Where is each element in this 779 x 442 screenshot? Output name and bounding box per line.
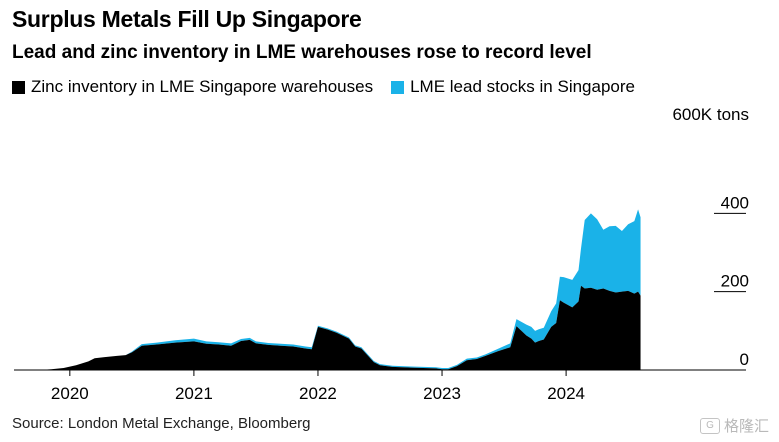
gelonghui-logo-icon: G [699, 417, 720, 434]
watermark: G 格隆汇 [699, 415, 769, 436]
area-series-group [14, 209, 641, 370]
x-tick-label-2022: 2022 [299, 384, 337, 403]
legend: Zinc inventory in LME Singapore warehous… [12, 77, 653, 97]
series-area-zinc [14, 285, 641, 370]
legend-item-lead: LME lead stocks in Singapore [391, 77, 635, 97]
x-tick-label-2020: 2020 [51, 384, 89, 403]
x-tick-label-2023: 2023 [423, 384, 461, 403]
legend-label-zinc: Zinc inventory in LME Singapore warehous… [31, 77, 374, 96]
y-tick-label-0: 0 [740, 350, 749, 369]
x-tick-marks: 2020 2021 2022 2023 2024 [51, 370, 585, 403]
source-note: Source: London Metal Exchange, Bloomberg [12, 415, 311, 432]
chart-title: Surplus Metals Fill Up Singapore [12, 6, 362, 32]
legend-swatch-lead [391, 80, 405, 94]
chart-subtitle: Lead and zinc inventory in LME warehouse… [12, 42, 592, 63]
y-tick-label-200: 200 [721, 272, 749, 291]
y-gridlines [714, 212, 746, 293]
x-tick-label-2024: 2024 [547, 384, 585, 403]
legend-swatch-zinc [12, 80, 25, 94]
y-axis-unit-label: 600K tons [672, 105, 749, 124]
watermark-text: 格隆汇 [723, 418, 769, 435]
y-tick-label-400: 400 [721, 193, 749, 212]
legend-item-zinc: Zinc inventory in LME Singapore warehous… [12, 77, 373, 97]
legend-label-lead: LME lead stocks in Singapore [410, 77, 635, 96]
y-tick-labels: 0 200 400 [721, 193, 749, 369]
x-tick-label-2021: 2021 [175, 384, 213, 403]
